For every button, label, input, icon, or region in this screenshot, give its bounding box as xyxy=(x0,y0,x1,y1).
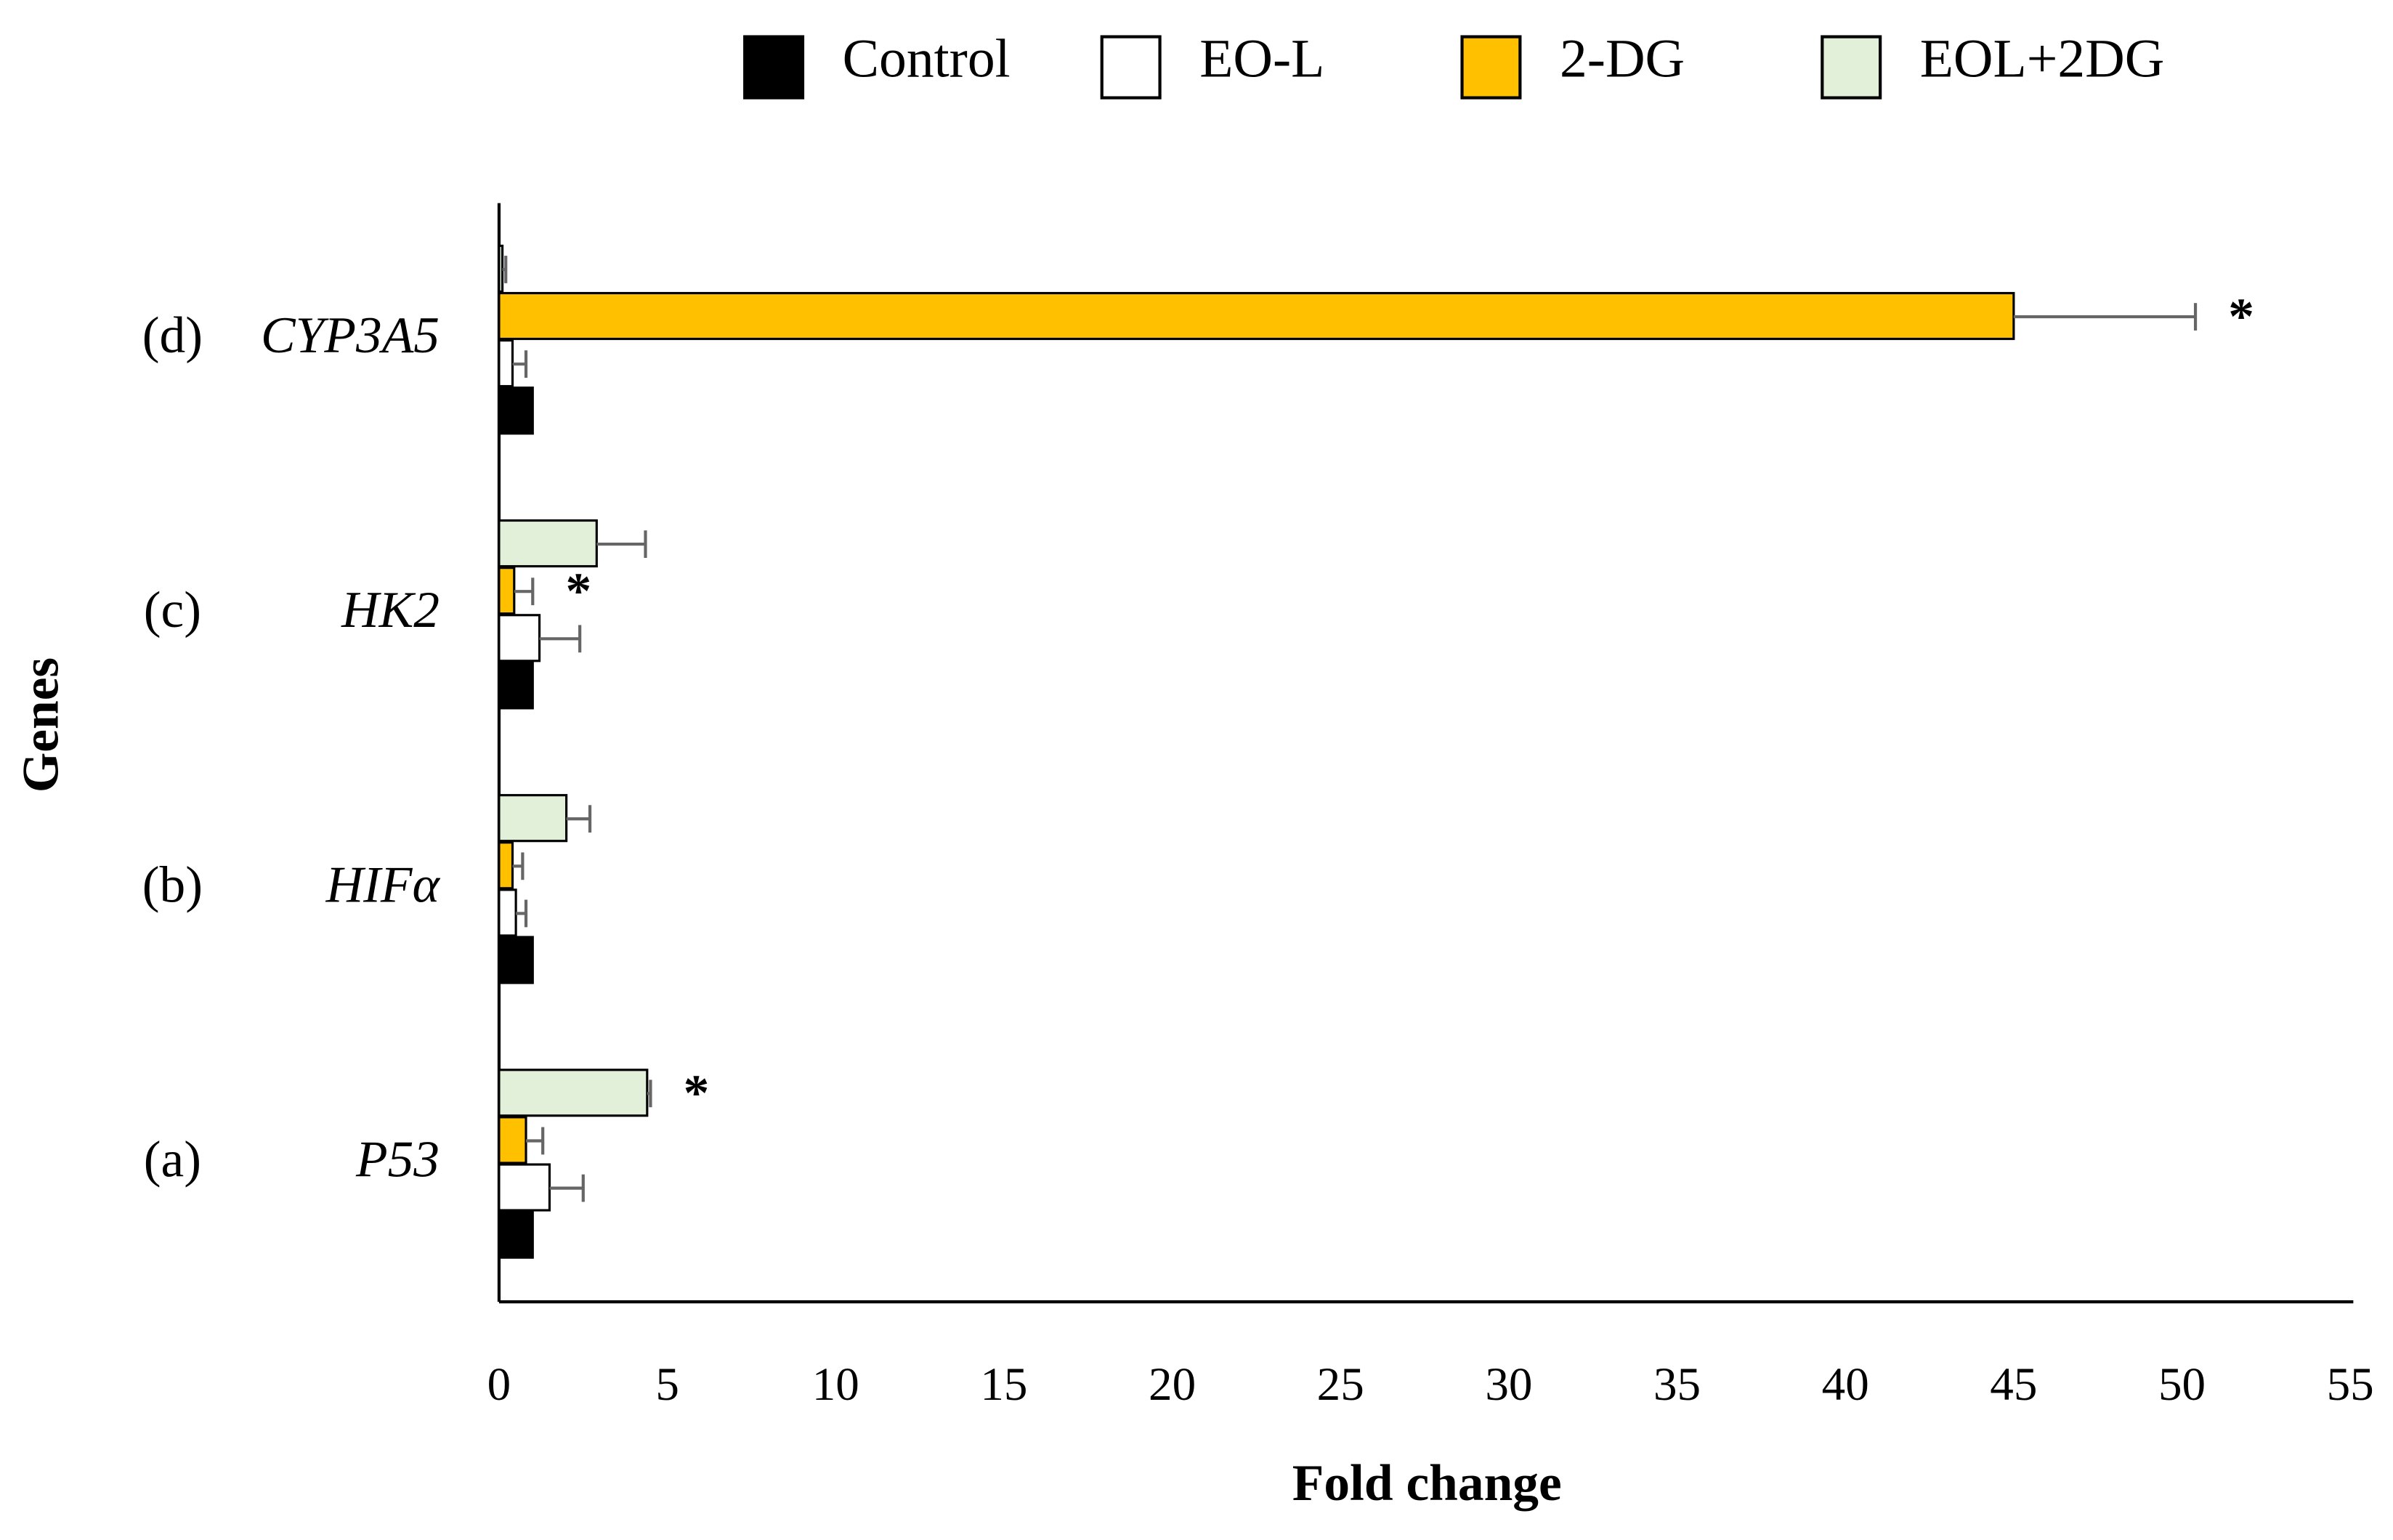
legend-label: Control xyxy=(843,29,1011,89)
bar xyxy=(498,614,541,662)
x-axis-title: Fold change xyxy=(1292,1454,1562,1512)
bar xyxy=(498,661,534,710)
x-tick-label: 35 xyxy=(1653,1358,1701,1411)
x-tick-label: 0 xyxy=(487,1358,511,1411)
category-label: HK2 xyxy=(341,581,440,639)
significance-marker: * xyxy=(565,562,591,620)
bar xyxy=(498,794,568,843)
x-tick-label: 15 xyxy=(980,1358,1027,1411)
legend-swatch xyxy=(1100,35,1162,100)
legend-swatch xyxy=(743,35,805,100)
category-label: CYP3A5 xyxy=(261,307,440,364)
significance-marker: * xyxy=(2228,288,2254,345)
x-tick-label: 10 xyxy=(812,1358,859,1411)
x-tick-label: 55 xyxy=(2327,1358,2374,1411)
panel-label: (c) xyxy=(144,581,201,639)
legend-swatch xyxy=(1821,35,1882,100)
legend-swatch xyxy=(1460,35,1522,100)
panel-label: (a) xyxy=(144,1130,201,1188)
legend-label: EOL+2DG xyxy=(1920,29,2165,89)
bar xyxy=(498,1069,649,1117)
legend-label: 2-DG xyxy=(1560,29,1685,89)
x-tick-label: 25 xyxy=(1317,1358,1364,1411)
bar xyxy=(498,1210,534,1259)
category-label: HIFα xyxy=(325,856,441,913)
bar xyxy=(498,291,2015,341)
x-tick-label: 40 xyxy=(1822,1358,1869,1411)
y-axis-title: Genes xyxy=(12,657,69,793)
bar xyxy=(498,888,517,937)
bar xyxy=(498,841,514,890)
bar xyxy=(498,519,598,568)
panel-label: (b) xyxy=(142,856,203,913)
bar xyxy=(498,386,534,435)
x-tick-label: 20 xyxy=(1149,1358,1196,1411)
panel-label: (d) xyxy=(142,307,203,364)
bar xyxy=(498,244,504,293)
x-tick-label: 50 xyxy=(2158,1358,2206,1411)
x-tick-label: 5 xyxy=(655,1358,679,1411)
bar xyxy=(498,1163,551,1212)
category-label: P53 xyxy=(355,1130,440,1188)
x-tick-label: 45 xyxy=(1990,1358,2037,1411)
bar xyxy=(498,936,534,984)
bar xyxy=(498,567,516,615)
legend-label: EO-L xyxy=(1199,29,1324,89)
bar xyxy=(498,1116,527,1164)
x-tick-label: 30 xyxy=(1485,1358,1532,1411)
bar xyxy=(498,339,514,388)
significance-marker: * xyxy=(684,1064,710,1122)
